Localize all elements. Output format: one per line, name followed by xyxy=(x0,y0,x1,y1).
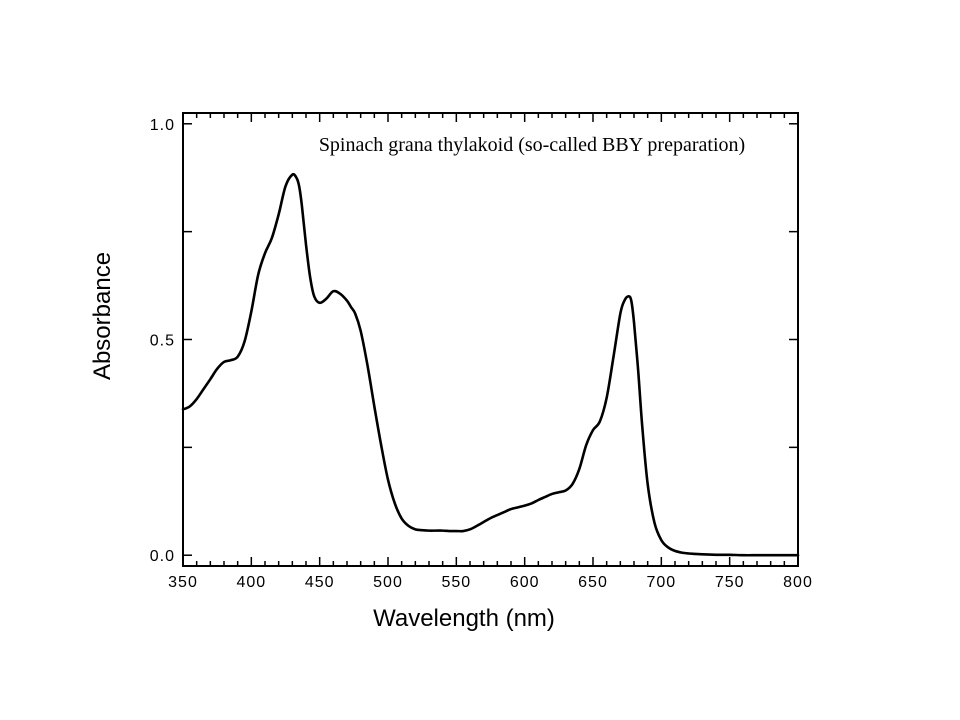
x-tick-label: 350 xyxy=(168,574,198,591)
absorbance-spectrum-line xyxy=(181,172,800,557)
x-tick-label: 800 xyxy=(783,574,813,591)
y-tick-label: 1.0 xyxy=(150,117,175,134)
x-tick-label: 700 xyxy=(646,574,676,591)
x-tick-label: 750 xyxy=(715,574,745,591)
plot-frame xyxy=(182,112,799,567)
x-axis-title: Wavelength (nm) xyxy=(373,605,555,632)
x-axis-tick-labels: 350 400 450 500 550 600 650 700 750 800 xyxy=(168,574,813,591)
x-tick-label: 600 xyxy=(510,574,540,591)
x-tick-label: 450 xyxy=(305,574,335,591)
y-tick-label: 0.5 xyxy=(150,333,175,350)
y-tick-label: 0.0 xyxy=(150,548,175,565)
chart-annotation: Spinach grana thylakoid (so-called BBY p… xyxy=(319,134,745,156)
y-axis-title: Absorbance xyxy=(89,252,116,380)
x-tick-label: 400 xyxy=(236,574,266,591)
x-tick-label: 550 xyxy=(441,574,471,591)
y-axis-tick-labels: 0.0 0.5 1.0 xyxy=(150,117,175,565)
x-tick-label: 500 xyxy=(373,574,403,591)
x-tick-label: 650 xyxy=(578,574,608,591)
